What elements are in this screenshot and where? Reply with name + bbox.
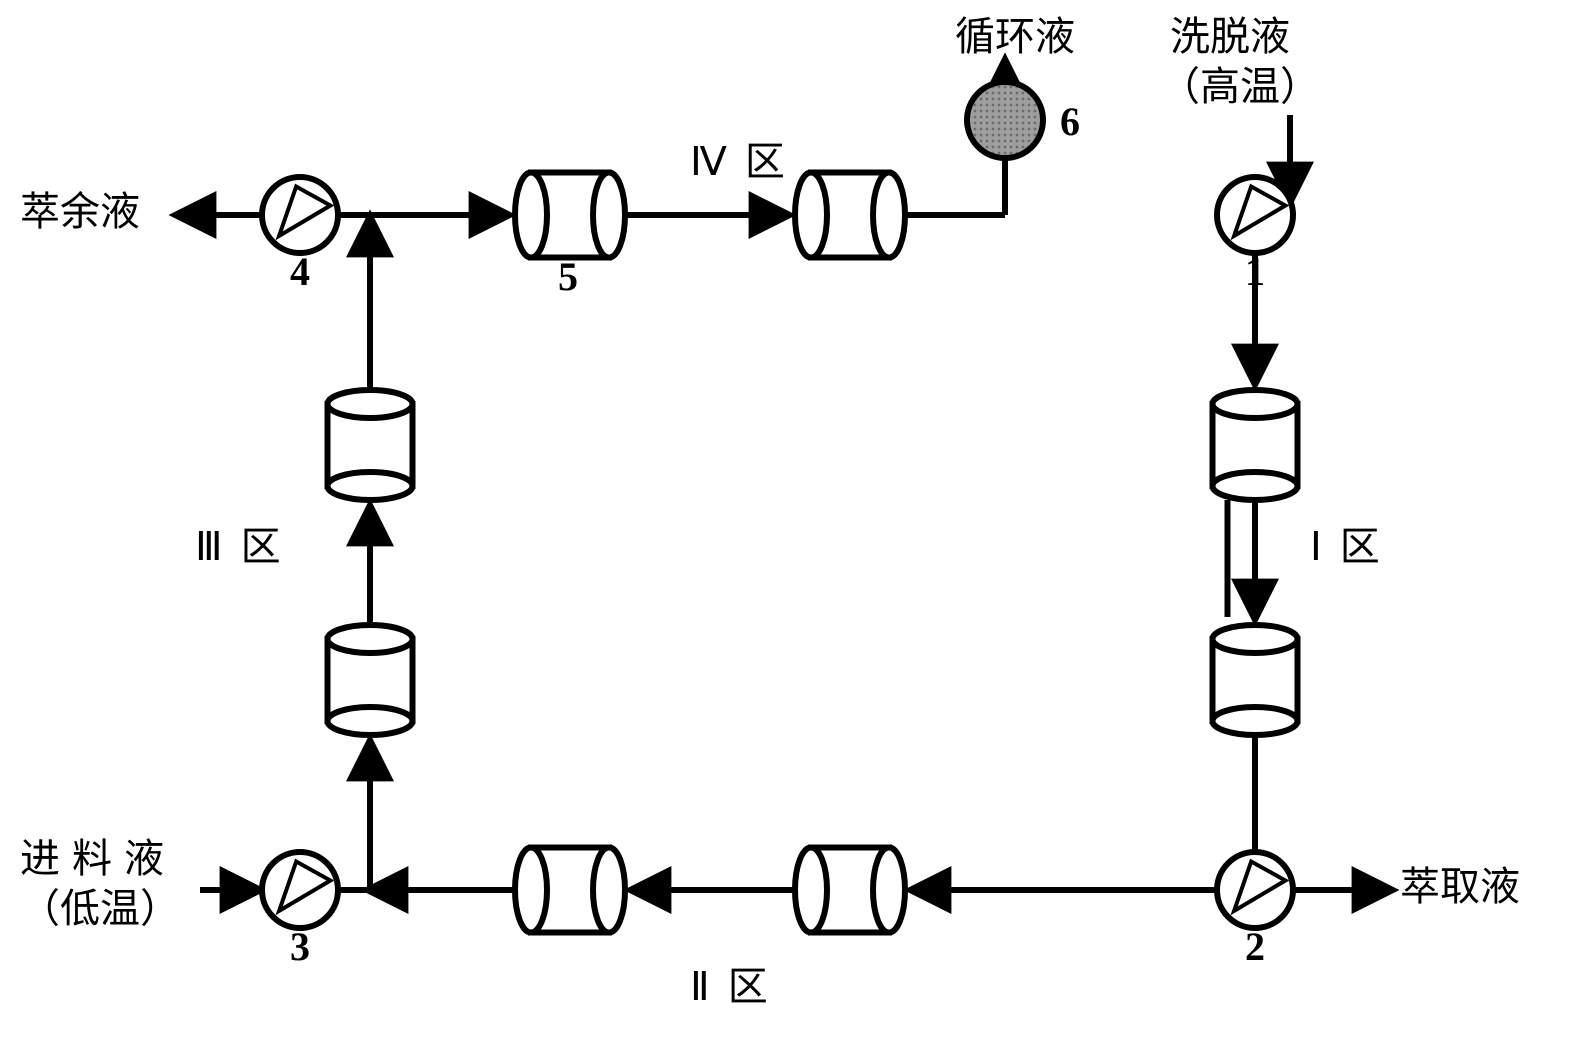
labels.n3: 3 xyxy=(290,924,310,969)
pump-2 xyxy=(1217,852,1293,928)
labels.feedNote: （低温） xyxy=(20,886,180,931)
labels.n6: 6 xyxy=(1060,99,1080,144)
labels.eluentNote: （高温） xyxy=(1160,64,1320,109)
pump-3 xyxy=(262,852,338,928)
column-zone3-b xyxy=(328,390,413,500)
labels.n1: 1 xyxy=(1245,249,1265,294)
column-zone1-a xyxy=(1213,390,1298,500)
labels.zone3: Ⅲ 区 xyxy=(195,524,285,569)
column-zone4-a xyxy=(515,173,625,258)
column-zone2-a xyxy=(795,848,905,933)
labels.n4: 4 xyxy=(290,249,310,294)
labels.raffinate: 萃余液 xyxy=(20,189,140,234)
labels.eluent: 洗脱液 xyxy=(1170,14,1290,59)
pump-4 xyxy=(262,177,338,253)
column-zone2-b xyxy=(515,848,625,933)
column-zone4-b xyxy=(795,173,905,258)
labels.zone2: Ⅱ 区 xyxy=(690,964,772,1009)
column-zone3-a xyxy=(328,625,413,735)
column-zone1-b xyxy=(1213,625,1298,735)
labels.feed: 进料液 xyxy=(20,836,176,881)
labels.n2: 2 xyxy=(1245,924,1265,969)
heater-6 xyxy=(967,82,1043,158)
pump-1 xyxy=(1217,177,1293,253)
labels.n5: 5 xyxy=(558,254,578,299)
labels.recycle: 循环液 xyxy=(955,14,1075,59)
labels.zone1: Ⅰ 区 xyxy=(1310,524,1384,569)
labels.extract: 萃取液 xyxy=(1400,864,1520,909)
labels.zone4: Ⅳ 区 xyxy=(690,139,789,184)
